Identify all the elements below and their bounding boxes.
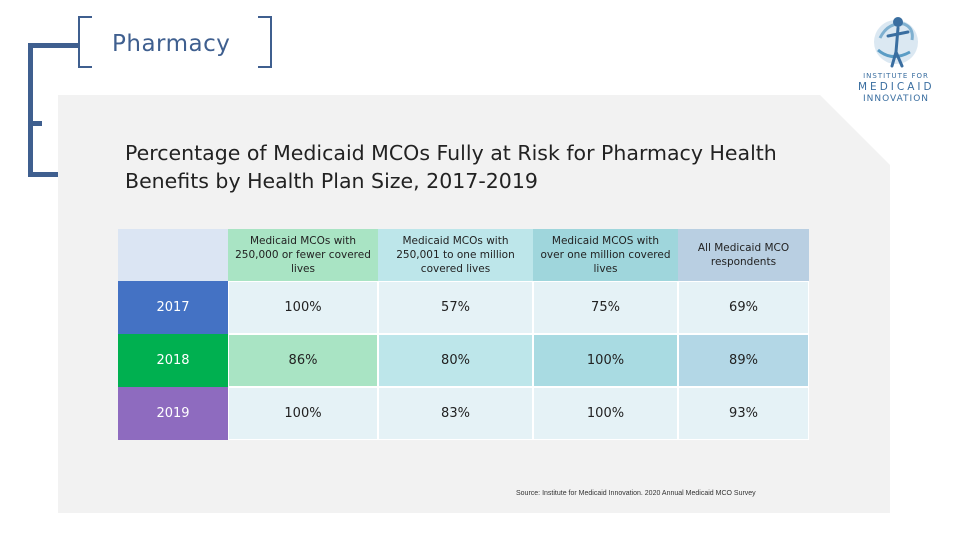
cell-2017-medium: 57% (378, 281, 533, 334)
frame-line-left-lower (28, 121, 33, 177)
cell-2017-small: 100% (228, 281, 378, 334)
institute-logo (874, 17, 918, 68)
cell-2018-large: 100% (533, 334, 678, 387)
cell-2018-small: 86% (228, 334, 378, 387)
section-title: Pharmacy (112, 31, 231, 57)
row-year-2017: 2017 (118, 281, 228, 334)
heading-line-2: Benefits by Health Plan Size, 2017-2019 (125, 169, 538, 193)
cell-2017-all: 69% (678, 281, 809, 334)
cell-2017-large: 75% (533, 281, 678, 334)
cell-2019-large: 100% (533, 387, 678, 440)
col-header-small: Medicaid MCOs with 250,000 or fewer cove… (228, 229, 378, 281)
logo-swirl (878, 22, 914, 41)
title-bracket-left (78, 16, 92, 68)
cell-2018-all: 89% (678, 334, 809, 387)
col-header-all: All Medicaid MCO respondents (678, 229, 809, 281)
frame-line-mid (28, 121, 42, 126)
col-header-medium: Medicaid MCOs with 250,001 to one millio… (378, 229, 533, 281)
col-header-large: Medicaid MCOS with over one million cove… (533, 229, 678, 281)
row-year-2018: 2018 (118, 334, 228, 387)
logo-swirl-2 (877, 48, 911, 58)
logo-text-line1: INSTITUTE FOR (863, 72, 929, 80)
heading-line-1: Percentage of Medicaid MCOs Fully at Ris… (125, 141, 777, 165)
cell-2019-medium: 83% (378, 387, 533, 440)
frame-line-left-upper (28, 43, 33, 125)
cell-2019-small: 100% (228, 387, 378, 440)
logo-figure-body (886, 26, 910, 68)
cell-2018-medium: 80% (378, 334, 533, 387)
frame-line-top (28, 43, 78, 48)
logo-figure-head (893, 17, 903, 27)
slide-heading: Percentage of Medicaid MCOs Fully at Ris… (125, 139, 777, 195)
logo-text-line2: MEDICAID (858, 81, 935, 93)
title-bracket-right (258, 16, 272, 68)
cell-2019-all: 93% (678, 387, 809, 440)
row-year-2019: 2019 (118, 387, 228, 440)
table-corner-cell (118, 229, 228, 281)
source-note: Source: Institute for Medicaid Innovatio… (516, 490, 756, 497)
logo-text-line3: INNOVATION (862, 94, 930, 104)
